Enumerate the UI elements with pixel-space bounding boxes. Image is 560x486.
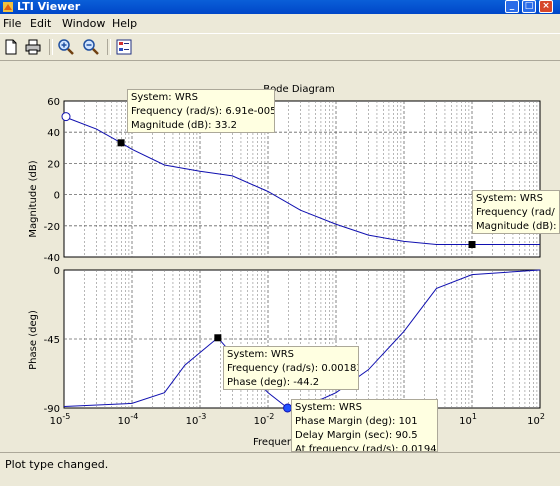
frequency-tick-label: 10-2 <box>254 412 275 427</box>
phase-data-marker <box>214 334 222 342</box>
toolbar-separator <box>49 39 53 55</box>
minimize-button[interactable]: _ <box>505 0 519 13</box>
phase-tick-label: 0 <box>54 266 60 277</box>
title-bar: LTI Viewer _ □ × <box>0 0 560 14</box>
print-icon[interactable] <box>23 37 43 57</box>
tooltip-line: Frequency (rad/s): 6.91e-005 <box>131 106 275 117</box>
toolbar-separator <box>107 39 111 55</box>
zoom-in-icon[interactable] <box>56 37 76 57</box>
frequency-tick-label: 10-3 <box>186 412 207 427</box>
phase-tick-label: -90 <box>44 404 60 415</box>
tooltip-line: System: WRS <box>295 402 363 413</box>
tooltip-line: Frequency (rad/ <box>476 207 555 218</box>
tooltip-line: System: WRS <box>227 349 295 360</box>
app-icon <box>3 2 13 12</box>
magnitude-tick-label: 20 <box>47 159 60 170</box>
magnitude-curve <box>63 116 540 246</box>
tooltip-line: System: WRS <box>476 193 544 204</box>
zoom-out-icon[interactable] <box>81 37 101 57</box>
plot-title: Bode Diagram <box>263 84 335 95</box>
new-icon[interactable] <box>1 37 21 57</box>
magnitude-tick-label: 60 <box>47 97 60 108</box>
frequency-tick-label: 102 <box>527 412 545 427</box>
tooltip-phase-margin: System: WRS Phase Margin (deg): 101 Dela… <box>291 399 438 452</box>
magnitude-tick-label: 40 <box>47 128 60 139</box>
menu-edit[interactable]: Edit <box>30 17 52 30</box>
magnitude-tick-label: -20 <box>44 222 60 233</box>
tooltip-line: At frequency (rad/s): 0.0194 <box>295 444 437 452</box>
frequency-tick-label: 101 <box>459 412 477 427</box>
tooltip-line: Delay Margin (sec): 90.5 <box>295 430 418 441</box>
tooltip-line: Magnitude (dB): 33.2 <box>131 120 237 131</box>
frequency-tick-label: 10-4 <box>118 412 139 427</box>
start-marker <box>61 112 71 122</box>
tooltip-line: System: WRS <box>131 92 199 103</box>
status-text: Plot type changed. <box>5 458 109 471</box>
menu-file[interactable]: File <box>3 17 22 30</box>
phase-axis-label: Phase (deg) <box>28 310 39 370</box>
magnitude-tick-label: 0 <box>54 191 60 202</box>
phase-tick-label: -45 <box>44 335 60 346</box>
grid-icon[interactable] <box>114 37 134 57</box>
menu-help[interactable]: Help <box>112 17 138 30</box>
tooltip-line: Phase Margin (deg): 101 <box>295 416 418 427</box>
status-bar: Plot type changed. <box>0 452 560 486</box>
maximize-button[interactable]: □ <box>522 0 536 13</box>
magnitude-axis-label: Magnitude (dB) <box>28 160 39 237</box>
toolbar <box>0 33 560 61</box>
close-button[interactable]: × <box>539 0 553 13</box>
tooltip-magnitude: System: WRS Frequency (rad/s): 6.91e-005… <box>127 89 275 133</box>
menu-bar: File Edit Window Help <box>0 14 560 32</box>
tooltip-phase: System: WRS Frequency (rad/s): 0.00183 P… <box>223 346 359 390</box>
magnitude-data-marker <box>468 241 476 249</box>
tooltip-line: Frequency (rad/s): 0.00183 <box>227 363 359 374</box>
magnitude-data-marker <box>117 139 125 147</box>
tooltip-line: Phase (deg): -44.2 <box>227 377 320 388</box>
tooltip-magnitude-high: System: WRS Frequency (rad/ Magnitude (d… <box>472 190 560 234</box>
window-title: LTI Viewer <box>17 0 81 13</box>
tooltip-line: Magnitude (dB): - <box>476 221 560 232</box>
menu-window[interactable]: Window <box>62 17 106 30</box>
frequency-axis-label: Frequen <box>253 437 293 448</box>
magnitude-tick-label: -40 <box>44 253 60 264</box>
